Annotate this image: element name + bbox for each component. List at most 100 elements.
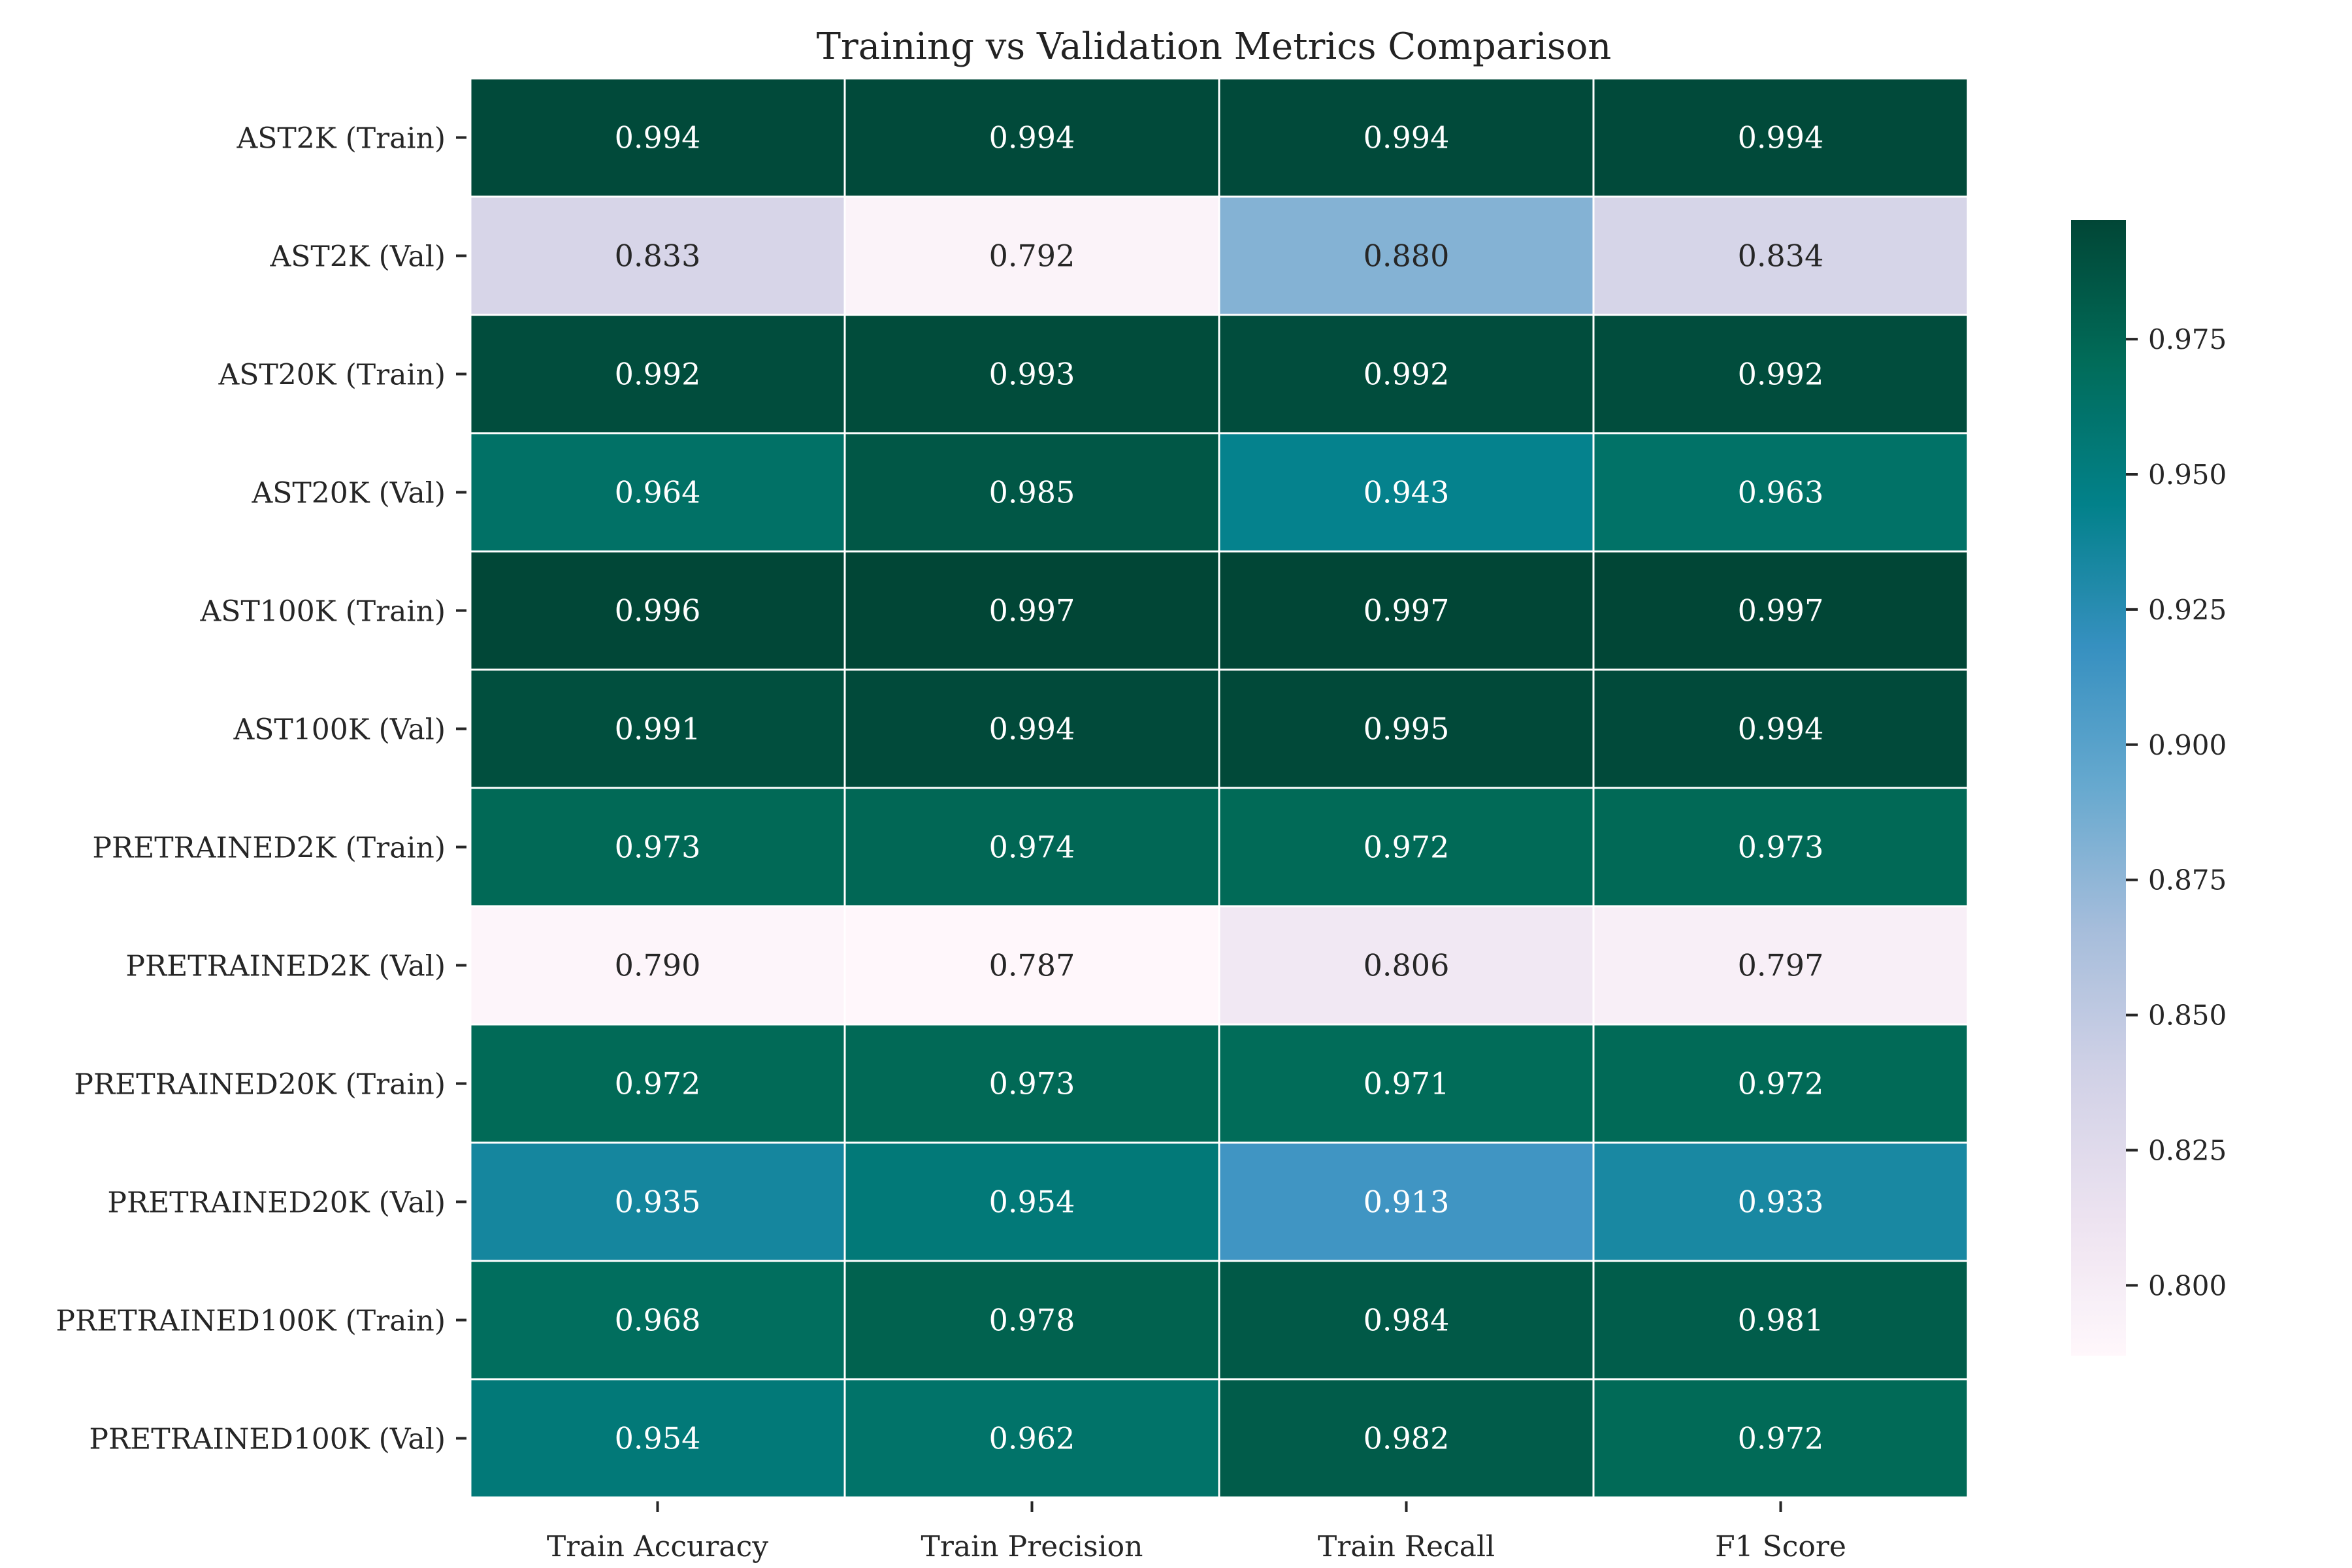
cell-value-label: 0.790: [615, 948, 701, 983]
colorbar-tick-label: 0.975: [2148, 323, 2227, 355]
heatmap-cell: [1592, 432, 1969, 553]
heatmap-cell: [1218, 1378, 1595, 1499]
x-axis: Train Accuracy Train Precision Train Recal…: [547, 1501, 1846, 1563]
cell-value-label: 0.992: [615, 357, 701, 392]
cell-value-label: 0.997: [1738, 593, 1824, 629]
heatmap-cell: [469, 432, 846, 553]
cell-value-label: 0.994: [1738, 711, 1824, 747]
colorbar-tick-label: 0.800: [2148, 1269, 2227, 1301]
heatmap-cell: [469, 787, 846, 907]
heatmap-cell: [1218, 905, 1595, 1026]
heatmap-cell: [469, 668, 846, 789]
heatmap-cell: [843, 432, 1220, 553]
cell-value-label: 0.997: [989, 593, 1075, 629]
cell-value-label: 0.913: [1364, 1184, 1450, 1220]
y-tick-label: AST20K (Val): [252, 477, 446, 510]
y-tick-label: AST2K (Val): [270, 240, 446, 274]
cell-value-label: 0.994: [1364, 120, 1450, 155]
heatmap-cell: [1592, 1378, 1969, 1499]
colorbar-tick-label: 0.875: [2148, 864, 2227, 896]
cell-value-label: 0.974: [989, 830, 1075, 865]
y-tick-label: AST100K (Train): [200, 595, 446, 629]
cell-value-label: 0.806: [1364, 948, 1450, 983]
heatmap-cell-labels: 0.994 0.994 0.994 0.994 0.833 0.792 0.880 0.834…: [615, 120, 1824, 1456]
cell-value-label: 0.880: [1364, 238, 1450, 274]
cell-value-label: 0.993: [989, 357, 1075, 392]
heatmap-cell: [469, 905, 846, 1026]
heatmap-cell: [1592, 1260, 1969, 1380]
colorbar-gradient: [2071, 220, 2126, 1356]
heatmap-cell: [1218, 432, 1595, 553]
heatmap-cell: [1592, 77, 1969, 198]
heatmap-cell: [843, 77, 1220, 198]
heatmap-cell: [469, 1378, 846, 1499]
heatmap-cell: [469, 77, 846, 198]
heatmap-cell: [843, 195, 1220, 316]
heatmap-cell: [1592, 1023, 1969, 1144]
cell-value-label: 0.834: [1738, 238, 1824, 274]
x-tick-label: Train Recall: [1318, 1530, 1495, 1563]
heatmap-cells: [469, 77, 1969, 1499]
heatmap-cell: [1592, 314, 1969, 434]
cell-value-label: 0.935: [615, 1184, 701, 1220]
cell-value-label: 0.972: [1738, 1066, 1824, 1102]
cell-value-label: 0.994: [615, 120, 701, 155]
heatmap-cell: [843, 1378, 1220, 1499]
colorbar: 0.800 0.825 0.850 0.875 0.900 0.925 0.950 0.975: [2071, 220, 2227, 1356]
heatmap-cell: [1592, 668, 1969, 789]
cell-value-label: 0.973: [989, 1066, 1075, 1102]
heatmap-cell: [1592, 1141, 1969, 1262]
y-tick-label: AST2K (Train): [237, 122, 446, 155]
cell-value-label: 0.963: [1738, 475, 1824, 510]
cell-value-label: 0.997: [1364, 593, 1450, 629]
cell-value-label: 0.984: [1364, 1303, 1450, 1338]
heatmap-cell: [1592, 550, 1969, 671]
y-tick-label: PRETRAINED20K (Train): [74, 1068, 446, 1102]
heatmap-cell: [1218, 1023, 1595, 1144]
cell-value-label: 0.962: [989, 1421, 1075, 1456]
cell-value-label: 0.943: [1364, 475, 1450, 510]
y-tick-label: PRETRAINED2K (Val): [125, 950, 446, 983]
cell-value-label: 0.954: [615, 1421, 701, 1456]
y-axis: AST2K (Train) AST2K (Val) AST20K (Train) AS…: [56, 122, 466, 1456]
cell-value-label: 0.994: [989, 120, 1075, 155]
cell-value-label: 0.968: [615, 1303, 701, 1338]
heatmap-cell: [469, 1141, 846, 1262]
cell-value-label: 0.981: [1738, 1303, 1824, 1338]
heatmap-cell: [843, 550, 1220, 671]
heatmap-cell: [1218, 77, 1595, 198]
cell-value-label: 0.995: [1364, 711, 1450, 747]
heatmap-cell: [843, 1141, 1220, 1262]
heatmap-cell: [1218, 1260, 1595, 1380]
cell-value-label: 0.973: [1738, 830, 1824, 865]
cell-value-label: 0.994: [1738, 120, 1824, 155]
colorbar-tick-label: 0.850: [2148, 1000, 2227, 1032]
cell-value-label: 0.991: [615, 711, 701, 747]
heatmap-cell: [1592, 787, 1969, 907]
cell-value-label: 0.954: [989, 1184, 1075, 1220]
colorbar-tick-label: 0.950: [2148, 459, 2227, 491]
y-tick-label: PRETRAINED100K (Train): [56, 1305, 446, 1338]
cell-value-label: 0.972: [1364, 830, 1450, 865]
cell-value-label: 0.992: [1364, 357, 1450, 392]
cell-value-label: 0.973: [615, 830, 701, 865]
heatmap-cell: [1218, 668, 1595, 789]
heatmap-cell: [1218, 550, 1595, 671]
y-tick-label: PRETRAINED100K (Val): [89, 1423, 446, 1456]
x-tick-label: F1 Score: [1715, 1530, 1846, 1563]
heatmap-cell: [469, 550, 846, 671]
heatmap-cell: [1592, 195, 1969, 316]
heatmap-cell: [843, 668, 1220, 789]
chart-title: Training vs Validation Metrics Compariso…: [817, 25, 1612, 68]
cell-value-label: 0.982: [1364, 1421, 1450, 1456]
cell-value-label: 0.964: [615, 475, 701, 510]
cell-value-label: 0.972: [1738, 1421, 1824, 1456]
heatmap-cell: [1218, 787, 1595, 907]
y-tick-label: PRETRAINED20K (Val): [107, 1186, 446, 1220]
cell-value-label: 0.996: [615, 593, 701, 629]
cell-value-label: 0.994: [989, 711, 1075, 747]
y-tick-label: AST20K (Train): [218, 359, 446, 392]
cell-value-label: 0.971: [1364, 1066, 1450, 1102]
cell-value-label: 0.978: [989, 1303, 1075, 1338]
